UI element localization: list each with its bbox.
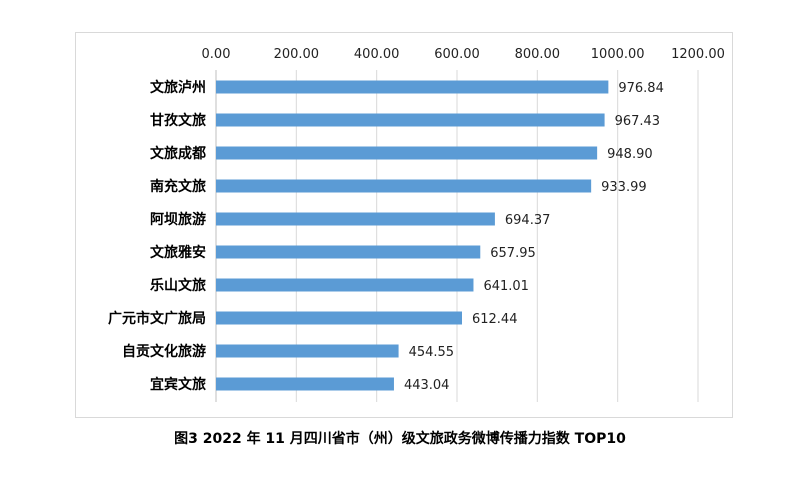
category-label: 文旅雅安: [150, 244, 206, 261]
bar: [216, 80, 609, 94]
category-label: 自贡文化旅游: [122, 343, 206, 360]
x-tick-label: 800.00: [515, 47, 561, 62]
category-label: 宜宾文旅: [150, 376, 206, 393]
data-label: 657.95: [490, 246, 536, 261]
category-label: 文旅泸州: [150, 79, 206, 96]
x-tick-label: 0.00: [202, 47, 231, 62]
bar: [216, 245, 481, 259]
category-label: 南充文旅: [150, 178, 206, 195]
bar: [216, 146, 598, 160]
data-label: 612.44: [472, 312, 517, 327]
bar: [216, 377, 394, 391]
category-label: 阿坝旅游: [150, 211, 206, 228]
x-tick-label: 1200.00: [671, 47, 725, 62]
x-tick-label: 400.00: [354, 47, 400, 62]
bar: [216, 179, 592, 193]
data-label: 933.99: [601, 180, 647, 195]
data-label: 967.43: [615, 114, 661, 129]
bar: [216, 113, 605, 127]
data-label: 454.55: [409, 345, 455, 360]
bar: [216, 344, 399, 358]
data-label: 976.84: [618, 81, 664, 96]
x-tick-label: 1000.00: [591, 47, 645, 62]
category-label: 文旅成都: [150, 145, 206, 162]
chart-caption: 图3 2022 年 11 月四川省市（州）级文旅政务微博传播力指数 TOP10: [174, 431, 626, 447]
bar: [216, 278, 474, 292]
chart-frame: [75, 32, 733, 418]
bar: [216, 311, 462, 325]
category-label: 广元市文广旅局: [108, 310, 206, 327]
x-tick-label: 200.00: [274, 47, 320, 62]
data-label: 641.01: [483, 279, 529, 294]
bar: [216, 212, 495, 226]
data-label: 694.37: [505, 213, 551, 228]
data-label: 948.90: [607, 147, 653, 162]
category-label: 甘孜文旅: [150, 112, 206, 129]
data-label: 443.04: [404, 378, 450, 393]
x-tick-label: 600.00: [434, 47, 480, 62]
category-label: 乐山文旅: [150, 277, 206, 294]
